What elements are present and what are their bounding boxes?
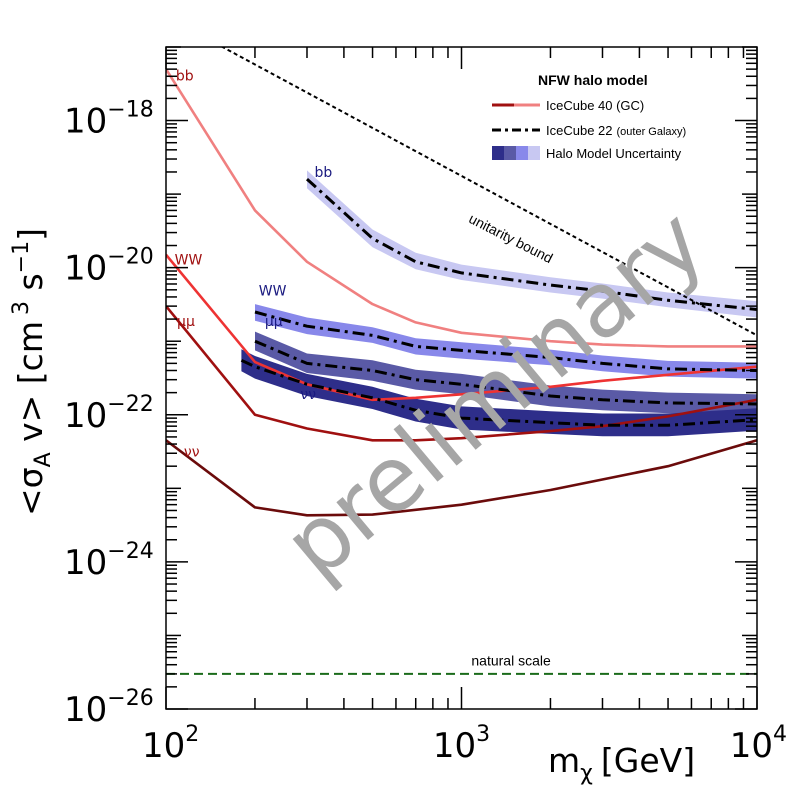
uncertainty-bands <box>241 170 757 437</box>
x-tick-label: 104 <box>730 722 787 766</box>
curve-label-ww-1: WW <box>175 253 203 269</box>
natural-scale-label: natural scale <box>471 653 551 669</box>
band-ic22-mumu <box>255 331 757 415</box>
x-axis-title: mχ [GeV] <box>548 741 695 786</box>
curve-label-nunu-7: νν <box>300 387 316 403</box>
legend-label-icecube22: IceCube 22 (outer Galaxy) <box>546 123 686 138</box>
x-tick-label: 103 <box>433 722 490 766</box>
y-tick-label: 10−20 <box>64 245 154 289</box>
legend: NFW halo model IceCube 40 (GC) IceCube 2… <box>492 72 686 161</box>
curve-ic40-nunu <box>166 439 757 517</box>
curve-label-bb-0: bb <box>176 69 194 85</box>
curve-ic22-bb <box>305 177 757 311</box>
curve-labels: bb WW μμ νν bb WW μμ νν <box>175 69 333 461</box>
curve-ic22-mumu <box>254 339 757 406</box>
curve-label-ww-5: WW <box>259 283 287 299</box>
curve-label-bb-4: bb <box>314 165 332 181</box>
band-ic22-bb <box>307 170 757 318</box>
legend-label-halo: Halo Model Uncertainty <box>546 146 682 161</box>
y-axis-title: <σA v> [cm3 s−1] <box>9 228 56 516</box>
legend-title: NFW halo model <box>538 72 648 88</box>
curve-label-mumu-6: μμ <box>265 314 283 330</box>
y-tick-label: 10−18 <box>64 98 154 142</box>
curve-ic40-mumu <box>166 305 757 442</box>
curve-label-mumu-2: μμ <box>177 314 195 330</box>
curve-ic22-nunu <box>240 358 757 427</box>
y-tick-label: 10−24 <box>64 539 154 583</box>
y-tick-label: 10−26 <box>64 686 154 730</box>
curve-label-nunu-3: νν <box>184 445 200 461</box>
band-ic22-nunu <box>241 349 757 437</box>
legend-label-icecube40: IceCube 40 (GC) <box>546 98 644 113</box>
axis-tick-labels: 102 103 104 10−18 10−20 10−22 10−24 10−26 <box>64 98 787 766</box>
y-tick-label: 10−22 <box>64 392 154 436</box>
curve-ic40-bb <box>166 68 757 348</box>
legend-swatch-halo-bands <box>492 146 540 160</box>
limit-curves <box>166 68 757 517</box>
reference-lines <box>166 47 757 675</box>
curve-ic22-ww <box>254 310 757 372</box>
x-tick-label: 102 <box>142 722 199 766</box>
axis-ticks <box>165 46 758 710</box>
band-ic22-ww <box>255 304 757 379</box>
curve-ic40-ww <box>166 253 757 402</box>
